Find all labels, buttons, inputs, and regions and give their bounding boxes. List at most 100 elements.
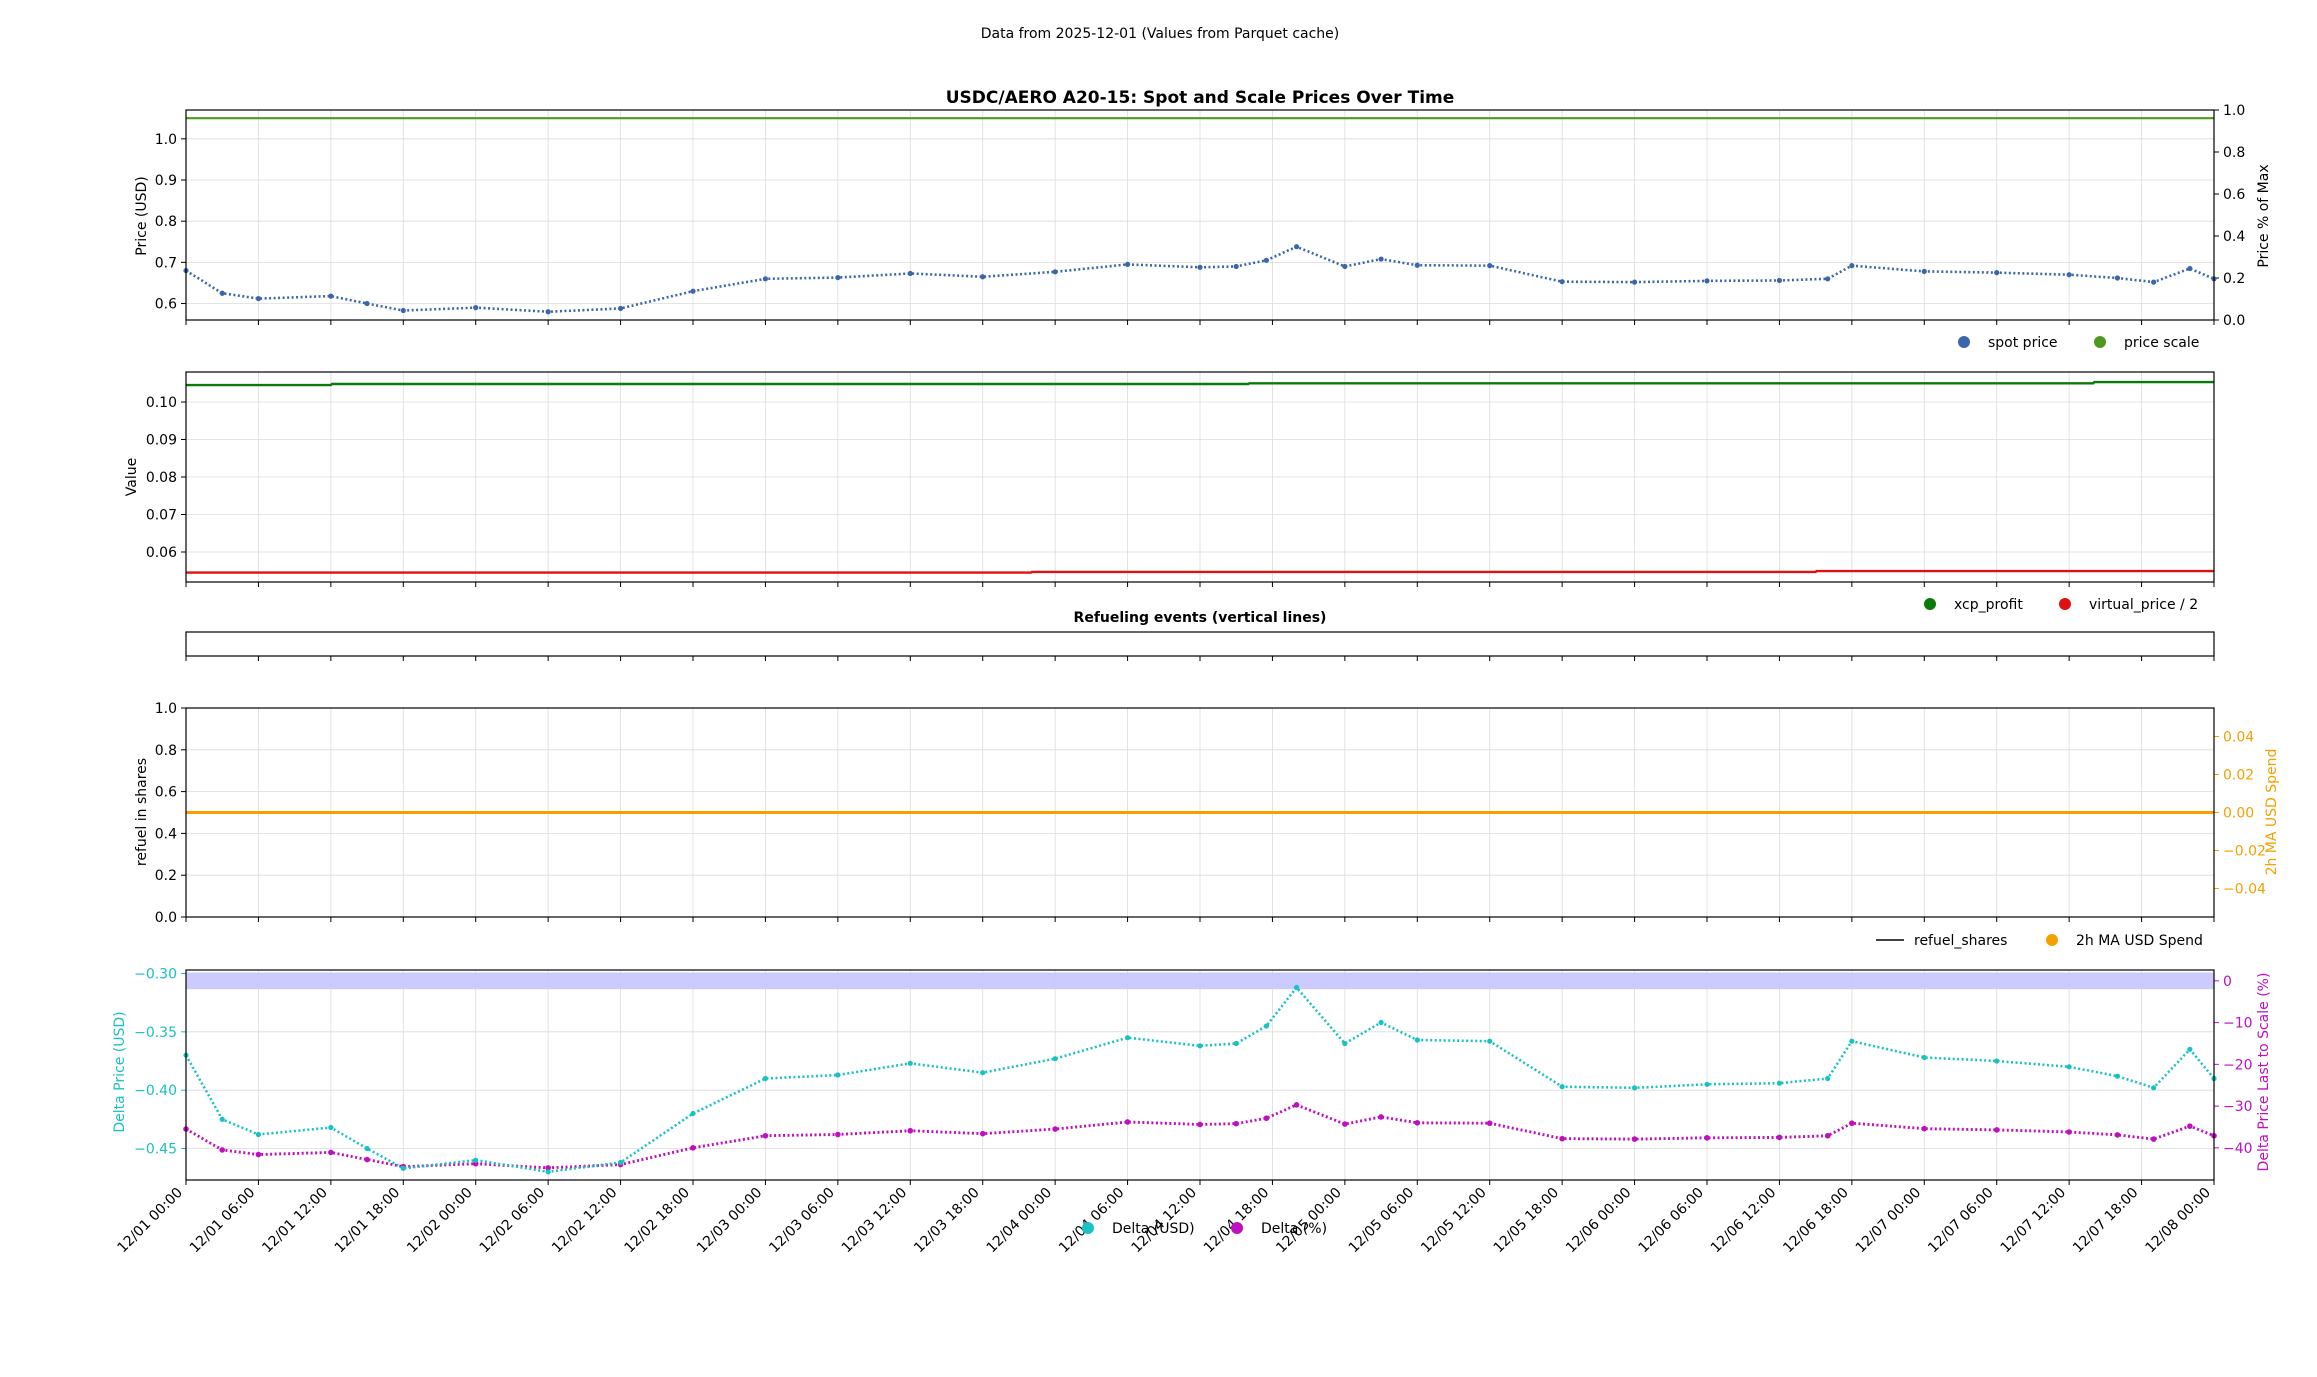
legend-price-scale-marker bbox=[2094, 336, 2106, 348]
panel2-ytick-label: 0.09 bbox=[146, 433, 177, 449]
panel1-ylabel: Price (USD) bbox=[134, 176, 150, 255]
panel4-ytick-label: 0.0 bbox=[155, 910, 177, 926]
panel5-ytick-label: −0.40 bbox=[134, 1083, 177, 1099]
panel1-title: USDC/AERO A20-15: Spot and Scale Prices … bbox=[946, 88, 1455, 108]
x-tick-label: 12/03 06:00 bbox=[766, 1185, 838, 1257]
delta-pct-series bbox=[183, 1102, 2217, 1171]
panel1-right-ytick-label: 0.6 bbox=[2223, 187, 2245, 203]
panel5-right-ytick-label: −20 bbox=[2223, 1057, 2253, 1073]
panel2-ytick-label: 0.06 bbox=[146, 545, 177, 561]
x-tick-label: 12/03 12:00 bbox=[839, 1185, 911, 1257]
x-tick-label: 12/06 00:00 bbox=[1563, 1185, 1635, 1257]
legend-delta-usd-label: Delta (USD) bbox=[1112, 1221, 1195, 1237]
panel2-ytick-label: 0.07 bbox=[146, 508, 177, 524]
spot-price-series-point bbox=[1559, 279, 1565, 285]
panel1-right-ytick-label: 0.4 bbox=[2223, 229, 2245, 245]
panel5-ylabel: Delta Price (USD) bbox=[112, 1011, 128, 1132]
panel5-ytick-label: −0.30 bbox=[134, 967, 177, 983]
legend-usd-spend-marker bbox=[2046, 934, 2058, 946]
panel5-frame bbox=[185, 969, 2215, 1181]
delta-usd-series bbox=[183, 984, 2217, 1175]
panel4-right-ytick-label: 0.04 bbox=[2223, 730, 2254, 746]
panel4-right-ytick-label: 0.00 bbox=[2223, 806, 2254, 822]
legend-usd-spend-label: 2h MA USD Spend bbox=[2076, 933, 2203, 949]
x-tick-label: 12/02 06:00 bbox=[477, 1185, 549, 1257]
panel1-right-ytick-label: 0.0 bbox=[2223, 313, 2245, 329]
panel4-right-ytick-label: −0.02 bbox=[2223, 844, 2266, 860]
panel1-ytick-label: 0.7 bbox=[155, 255, 177, 271]
x-tick-label: 12/07 00:00 bbox=[1853, 1185, 1925, 1257]
panel1-ytick-label: 0.9 bbox=[155, 173, 177, 189]
x-tick-label: 12/01 00:00 bbox=[114, 1185, 186, 1257]
x-tick-label: 12/01 18:00 bbox=[332, 1185, 404, 1257]
legend-spot-price-marker bbox=[1958, 336, 1970, 348]
legend-delta-pct-label: Delta (%) bbox=[1261, 1221, 1327, 1237]
legend-refuel-shares-label: refuel_shares bbox=[1914, 933, 2007, 949]
legend-xcp-profit-marker bbox=[1924, 598, 1936, 610]
panel4-ylabel: refuel in shares bbox=[134, 758, 150, 866]
panel1-right-ytick-label: 0.8 bbox=[2223, 145, 2245, 161]
virtual-price-line bbox=[186, 569, 2214, 574]
xcp-profit-line bbox=[186, 380, 2214, 387]
panel1-frame bbox=[185, 109, 2215, 321]
panel4-right-ytick-label: −0.04 bbox=[2223, 882, 2266, 898]
panel5-ytick-label: −0.45 bbox=[134, 1142, 177, 1158]
panel1-right-ytick-label: 0.2 bbox=[2223, 271, 2245, 287]
panel5-right-ytick-label: −10 bbox=[2223, 1016, 2253, 1032]
panel2-ylabel: Value bbox=[124, 458, 140, 496]
panel2-ytick-label: 0.10 bbox=[146, 395, 177, 411]
panel2-ytick-label: 0.08 bbox=[146, 470, 177, 486]
panel3-title: Refueling events (vertical lines) bbox=[1074, 610, 1327, 626]
x-tick-label: 12/07 12:00 bbox=[1998, 1185, 2070, 1257]
panel4-right-ytick-label: 0.02 bbox=[2223, 768, 2254, 784]
x-tick-label: 12/02 00:00 bbox=[404, 1185, 476, 1257]
x-tick-label: 12/06 12:00 bbox=[1708, 1185, 1780, 1257]
panel4-ytick-label: 0.4 bbox=[155, 826, 177, 842]
panel5-right-ytick-label: −40 bbox=[2223, 1141, 2253, 1157]
panel1-y2label: Price % of Max bbox=[2256, 164, 2272, 267]
panel4-ytick-label: 0.6 bbox=[155, 785, 177, 801]
legend-virtual-price-label: virtual_price / 2 bbox=[2089, 597, 2198, 613]
x-tick-label: 12/01 06:00 bbox=[187, 1185, 259, 1257]
x-tick-label: 12/05 18:00 bbox=[1491, 1185, 1563, 1257]
panel1-right-ytick-label: 1.0 bbox=[2223, 103, 2245, 119]
legend-delta-usd-marker bbox=[1082, 1222, 1094, 1234]
panel4-ytick-label: 0.2 bbox=[155, 868, 177, 884]
panel4-ytick-label: 0.8 bbox=[155, 743, 177, 759]
panel4-frame bbox=[185, 707, 2215, 918]
panel1-ytick-label: 0.8 bbox=[155, 214, 177, 230]
legend-virtual-price-marker bbox=[2059, 598, 2071, 610]
spot-price-series bbox=[183, 244, 2217, 315]
x-tick-label: 12/06 06:00 bbox=[1635, 1185, 1707, 1257]
x-tick-label: 12/03 18:00 bbox=[911, 1185, 983, 1257]
panel2-frame bbox=[185, 371, 2215, 583]
panel1-ytick-label: 1.0 bbox=[155, 132, 177, 148]
x-tick-label: 12/05 12:00 bbox=[1418, 1185, 1490, 1257]
x-tick-label: 12/02 18:00 bbox=[621, 1185, 693, 1257]
x-tick-label: 12/06 18:00 bbox=[1780, 1185, 1852, 1257]
x-tick-label: 12/03 00:00 bbox=[694, 1185, 766, 1257]
x-tick-label: 12/08 00:00 bbox=[2142, 1185, 2214, 1257]
x-tick-label: 12/07 18:00 bbox=[2070, 1185, 2142, 1257]
panel4-y2label: 2h MA USD Spend bbox=[2264, 749, 2280, 876]
legend-xcp-profit-label: xcp_profit bbox=[1954, 597, 2023, 613]
panel5-ytick-label: −0.35 bbox=[134, 1025, 177, 1041]
figure-suptitle: Data from 2025-12-01 (Values from Parque… bbox=[981, 26, 1340, 42]
legend-spot-price-label: spot price bbox=[1988, 335, 2058, 351]
panel5-y2label: Delta Price Last to Scale (%) bbox=[2256, 973, 2272, 1172]
legend-delta-pct-marker bbox=[1231, 1222, 1243, 1234]
panel4-ytick-label: 1.0 bbox=[155, 701, 177, 717]
panel1-ytick-label: 0.6 bbox=[155, 297, 177, 313]
x-tick-label: 12/02 12:00 bbox=[549, 1185, 621, 1257]
x-tick-label: 12/05 06:00 bbox=[1346, 1185, 1418, 1257]
tolerance-band bbox=[186, 972, 2214, 990]
panel5-right-ytick-label: −30 bbox=[2223, 1099, 2253, 1115]
panel3-frame bbox=[185, 631, 2215, 657]
panel5-right-ytick-label: 0 bbox=[2223, 974, 2232, 990]
x-tick-label: 12/04 00:00 bbox=[984, 1185, 1056, 1257]
x-tick-label: 12/01 12:00 bbox=[259, 1185, 331, 1257]
x-tick-label: 12/07 06:00 bbox=[1925, 1185, 1997, 1257]
legend-price-scale-label: price scale bbox=[2124, 335, 2199, 351]
spot-price-series-trace bbox=[185, 245, 2215, 314]
